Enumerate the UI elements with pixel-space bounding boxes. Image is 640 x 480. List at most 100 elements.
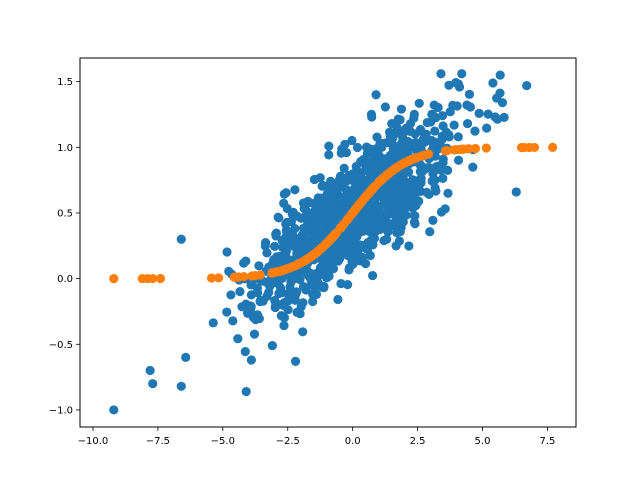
blue-point (242, 308, 253, 318)
blue-point (438, 173, 448, 184)
blue-point (522, 80, 532, 91)
x-tick-label: 2.5 (410, 436, 426, 447)
blue-point (483, 109, 493, 119)
blue-point (334, 244, 344, 254)
blue-point (495, 70, 505, 80)
blue-point (380, 102, 390, 112)
blue-point (290, 356, 301, 366)
blue-point (281, 188, 291, 198)
blue-point (352, 231, 362, 241)
blue-point (342, 202, 352, 212)
orange-point (529, 142, 540, 153)
blue-point (280, 249, 291, 259)
y-axis: −1.0 −0.5 0.0 0.5 1.0 1.5 (49, 77, 80, 416)
blue-point (271, 259, 282, 269)
blue-point (279, 313, 289, 323)
blue-point (379, 235, 389, 246)
blue-point (405, 119, 416, 129)
orange-point (442, 146, 452, 156)
orange-point (155, 273, 166, 284)
blue-point (357, 240, 367, 250)
blue-point (332, 184, 342, 194)
blue-point (421, 129, 431, 139)
blue-point (324, 141, 334, 151)
blue-point (288, 274, 299, 284)
blue-point (290, 290, 301, 300)
orange-point (331, 229, 341, 239)
orange-point (267, 268, 277, 278)
blue-point (414, 98, 424, 108)
blue-point (368, 270, 378, 281)
blue-point (314, 266, 325, 276)
y-tick-label: 0.0 (57, 274, 73, 285)
blue-point (336, 148, 346, 158)
blue-point (404, 241, 414, 251)
blue-point (308, 296, 318, 307)
orange-point (313, 246, 323, 257)
blue-point (309, 174, 319, 185)
orange-point (247, 271, 257, 281)
blue-point (492, 114, 502, 124)
blue-point (453, 132, 463, 142)
blue-point (383, 227, 393, 237)
blue-point (208, 318, 218, 328)
orange-point (458, 144, 468, 154)
blue-point (427, 176, 437, 186)
y-tick-label: −0.5 (49, 340, 73, 351)
blue-point (482, 123, 492, 133)
blue-point (436, 69, 446, 79)
blue-point (428, 168, 438, 179)
blue-point (292, 307, 302, 317)
blue-point (267, 340, 277, 351)
blue-point (253, 288, 263, 298)
blue-point (251, 315, 261, 325)
orange-point (548, 142, 558, 152)
blue-point (226, 290, 236, 300)
x-tick-label: −10.0 (78, 436, 109, 447)
blue-point (354, 219, 364, 229)
blue-point (296, 213, 306, 223)
orange-point (320, 240, 330, 250)
blue-point (422, 187, 432, 197)
blue-point (404, 194, 414, 204)
blue-point (262, 248, 272, 258)
blue-point (235, 287, 245, 297)
series-orange-sigmoid (109, 142, 558, 284)
orange-point (206, 273, 217, 283)
x-tick-label: 0.0 (345, 436, 361, 447)
orange-point (299, 256, 309, 266)
orange-point (375, 176, 386, 186)
blue-point (341, 191, 351, 201)
blue-point (339, 163, 349, 173)
blue-point (462, 118, 473, 129)
blue-point (385, 130, 395, 141)
blue-point (436, 165, 446, 175)
blue-point (391, 241, 401, 251)
orange-point (336, 223, 346, 233)
blue-point (420, 164, 430, 174)
blue-point (328, 202, 338, 212)
blue-point (340, 230, 351, 240)
x-tick-label: −5.0 (211, 436, 235, 447)
blue-point (470, 126, 480, 136)
blue-point (453, 155, 464, 165)
blue-point (405, 126, 415, 137)
blue-point (462, 100, 472, 110)
blue-point (414, 184, 424, 194)
orange-point (481, 143, 491, 153)
blue-point (347, 135, 357, 146)
blue-point (344, 265, 354, 275)
blue-point (371, 90, 381, 100)
blue-point (241, 256, 251, 266)
blue-point (440, 204, 450, 214)
blue-point (298, 298, 308, 308)
blue-point (390, 220, 401, 230)
blue-point (396, 104, 407, 114)
blue-point (398, 210, 408, 220)
blue-point (260, 238, 271, 248)
blue-point (364, 201, 374, 211)
blue-point (497, 98, 508, 108)
blue-point (324, 271, 334, 281)
blue-point (274, 213, 284, 223)
blue-point (425, 227, 435, 237)
